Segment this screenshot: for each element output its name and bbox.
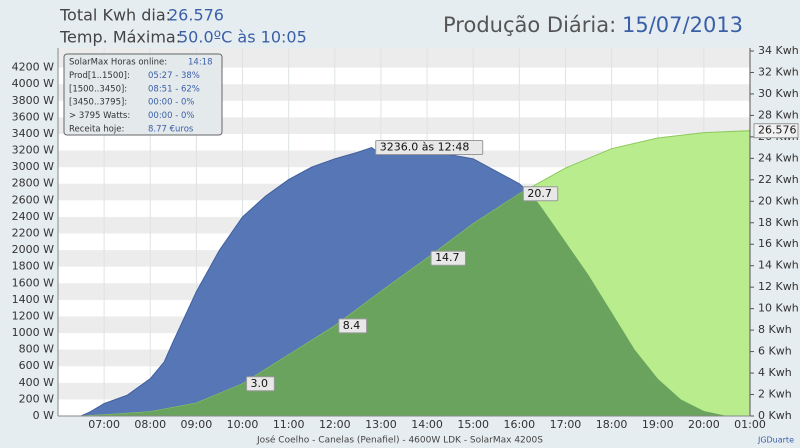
- y-tick-label: 4000 W: [12, 77, 54, 90]
- y-tick-label: 1600 W: [12, 276, 54, 289]
- info-label: [3450..3795]:: [69, 98, 127, 108]
- info-value: 00:00 - 0%: [148, 98, 194, 108]
- y-tick-label: 3400 W: [12, 127, 54, 140]
- total-marker-box: [753, 123, 799, 139]
- info-value: 14:18: [188, 58, 213, 68]
- info-label: > 3795 Watts:: [69, 111, 130, 121]
- date: 15/07/2013: [622, 13, 743, 37]
- x-tick-label: 17:00: [550, 418, 582, 431]
- info-label: Receita hoje:: [69, 125, 124, 135]
- annotation-label: 3236.0 às 12:48: [380, 141, 470, 154]
- annotation-box: [338, 318, 368, 334]
- info-value: 8.77 €uros: [148, 125, 194, 135]
- x-tick-label: 12:00: [319, 418, 351, 431]
- x-tick-label: 07:00: [88, 418, 120, 431]
- info-label: [1500..3450]:: [69, 84, 127, 94]
- y2-tick-label: 4 Kwh: [758, 366, 792, 379]
- x-tick-label: 18:00: [596, 418, 628, 431]
- y2-tick-label: 28 Kwh: [758, 108, 799, 121]
- x-tick-label: 11:00: [273, 418, 305, 431]
- x-tick-label: 14:00: [411, 418, 443, 431]
- temp-label: Temp. Máxima:: [59, 28, 181, 47]
- y2-tick-label: 18 Kwh: [758, 216, 799, 229]
- y-tick-label: 2800 W: [12, 177, 54, 190]
- info-label: SolarMax Horas online:: [69, 58, 167, 68]
- x-tick-label: 20:00: [688, 418, 720, 431]
- title: Produção Diária:: [443, 13, 616, 37]
- y-tick-label: 3800 W: [12, 94, 54, 107]
- x-tick-label: 16:00: [503, 418, 535, 431]
- y-tick-label: 3000 W: [12, 160, 54, 173]
- y2-tick-label: 24 Kwh: [758, 151, 799, 164]
- y-tick-label: 600 W: [19, 359, 54, 372]
- annotation-box: [246, 376, 275, 392]
- info-box: [63, 53, 223, 136]
- annotation-label: 20.7: [527, 187, 552, 200]
- annotation-label: 3.0: [251, 377, 268, 390]
- footer-caption: José Coelho - Canelas (Penafiel) - 4600W…: [256, 435, 543, 446]
- y-tick-label: 3200 W: [12, 144, 54, 157]
- y2-tick-label: 22 Kwh: [758, 173, 799, 186]
- x-tick-label: 09:00: [181, 418, 213, 431]
- annotation-box: [522, 186, 559, 202]
- y2-tick-label: 0 Kwh: [758, 409, 792, 422]
- y-tick-label: 1000 W: [12, 326, 54, 339]
- grid-band: [58, 84, 750, 101]
- annotation-label: 14.7: [435, 251, 460, 264]
- annotation-box: [430, 250, 466, 266]
- x-tick-label: 13:00: [365, 418, 397, 431]
- grid-band: [58, 117, 750, 134]
- y-tick-label: 4200 W: [12, 61, 54, 74]
- y-tick-label: 400 W: [19, 376, 54, 389]
- grid-band: [58, 48, 750, 68]
- x-tick-label: 08:00: [134, 418, 166, 431]
- y-tick-label: 1200 W: [12, 309, 54, 322]
- y2-tick-label: 2 Kwh: [758, 388, 792, 401]
- footer-credit: JGDuarte: [757, 436, 794, 445]
- y-tick-label: 2200 W: [12, 227, 54, 240]
- temp-value: 50.0ºC às 10:05: [178, 28, 307, 47]
- y2-tick-label: 14 Kwh: [758, 259, 799, 272]
- info-label: Prod[1..1500]:: [69, 71, 130, 81]
- y-tick-label: 800 W: [19, 343, 54, 356]
- total-value: 26.576: [168, 6, 224, 25]
- y2-tick-label: 34 Kwh: [758, 44, 799, 57]
- y-tick-label: 3600 W: [12, 110, 54, 123]
- y-tick-label: 1400 W: [12, 293, 54, 306]
- info-value: 08:51 - 62%: [148, 84, 200, 94]
- y-tick-label: 0 W: [33, 409, 54, 422]
- x-tick-label: 01:00: [734, 418, 766, 431]
- y-tick-label: 2400 W: [12, 210, 54, 223]
- y-tick-label: 1800 W: [12, 260, 54, 273]
- y2-tick-label: 12 Kwh: [758, 280, 799, 293]
- x-tick-label: 15:00: [457, 418, 489, 431]
- x-tick-label: 10:00: [227, 418, 259, 431]
- y2-tick-label: 20 Kwh: [758, 194, 799, 207]
- x-tick-label: 19:00: [642, 418, 674, 431]
- y2-tick-label: 30 Kwh: [758, 87, 799, 100]
- info-value: 00:00 - 0%: [148, 111, 194, 121]
- y-tick-label: 200 W: [19, 392, 54, 405]
- annotation-box: [375, 140, 484, 156]
- total-marker: 26.576: [758, 124, 797, 137]
- y2-tick-label: 6 Kwh: [758, 345, 792, 358]
- y2-tick-label: 10 Kwh: [758, 302, 799, 315]
- info-value: 05:27 - 38%: [148, 71, 200, 81]
- y2-tick-label: 32 Kwh: [758, 65, 799, 78]
- annotation-label: 8.4: [343, 319, 361, 332]
- y2-tick-label: 8 Kwh: [758, 323, 792, 336]
- y-tick-label: 2600 W: [12, 193, 54, 206]
- y-tick-label: 2000 W: [12, 243, 54, 256]
- total-label: Total Kwh dia:: [59, 6, 171, 25]
- y2-tick-label: 16 Kwh: [758, 237, 799, 250]
